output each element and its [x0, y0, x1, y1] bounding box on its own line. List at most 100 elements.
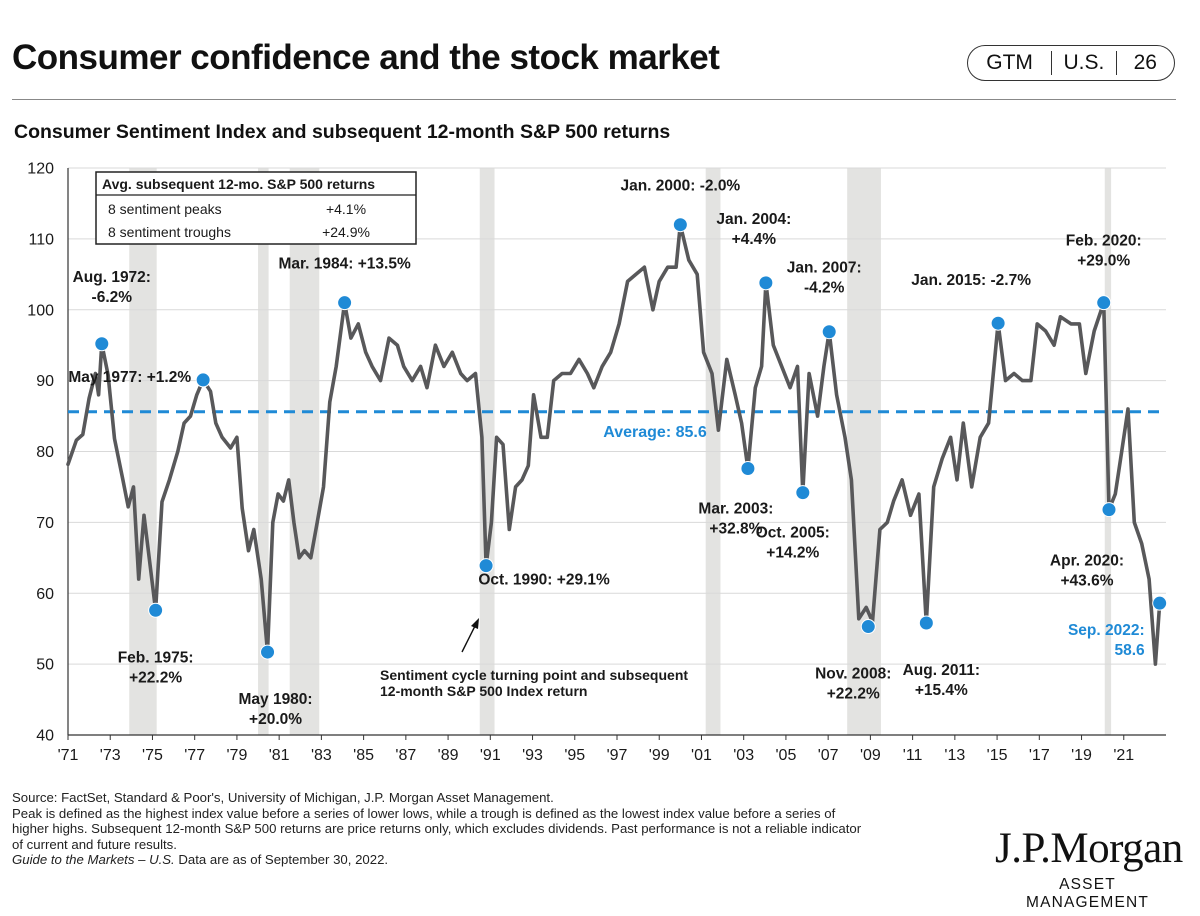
- annotation-label: Sep. 2022:: [1068, 622, 1145, 639]
- x-tick-label: '93: [522, 747, 543, 764]
- annotation-label: +29.0%: [1077, 253, 1130, 270]
- y-tick-label: 110: [28, 231, 54, 248]
- turning-point-marker: [260, 644, 276, 660]
- page-title: Consumer confidence and the stock market: [12, 38, 720, 77]
- x-tick-label: '11: [903, 747, 923, 764]
- sentiment-series-line: [66, 222, 1162, 666]
- annotation-label: +20.0%: [249, 711, 302, 728]
- x-tick-label: '75: [142, 747, 163, 764]
- logo-subtitle: ASSET MANAGEMENT: [1025, 876, 1150, 911]
- turning-point-marker: [740, 461, 756, 477]
- x-tick-label: '01: [691, 747, 712, 764]
- turning-point-marker: [195, 372, 211, 388]
- footnotes: Source: FactSet, Standard & Poor's, Univ…: [12, 790, 952, 868]
- summary-table-row-label: 8 sentiment peaks: [108, 201, 222, 217]
- x-tick-label: '13: [944, 747, 965, 764]
- y-tick-label: 50: [36, 657, 54, 674]
- y-tick-label: 70: [36, 515, 54, 532]
- chart-title: Consumer Sentiment Index and subsequent …: [14, 121, 671, 143]
- turning-point-marker: [337, 295, 353, 311]
- summary-table: [95, 171, 417, 245]
- turning-point-marker: [1096, 295, 1112, 311]
- y-tick-label: 80: [36, 444, 54, 461]
- annotation-label: -6.2%: [92, 289, 133, 306]
- y-tick-label: 100: [27, 302, 54, 319]
- annotation-label: May 1980:: [238, 691, 312, 708]
- x-tick-label: '17: [1029, 747, 1050, 764]
- y-tick-label: 90: [36, 373, 54, 390]
- x-tick-label: '85: [353, 747, 374, 764]
- x-tick-label: '91: [480, 747, 501, 764]
- footnote-returns: higher highs. Subsequent 12-month S&P 50…: [12, 821, 862, 836]
- turning-point-marker: [148, 602, 164, 618]
- annotation-label: +4.4%: [732, 231, 777, 248]
- jpmorgan-logo: J.P.Morgan ASSET MANAGEMENT: [995, 825, 1183, 912]
- average-label: Average: 85.6: [603, 424, 707, 441]
- annotation-label: +43.6%: [1060, 573, 1113, 590]
- x-tick-label: '07: [818, 747, 839, 764]
- turning-point-marker: [478, 558, 494, 574]
- annotation-label: Feb. 2020:: [1066, 233, 1142, 250]
- annotation-label: Jan. 2015: -2.7%: [911, 272, 1031, 289]
- annotation-label: Mar. 2003:: [698, 501, 773, 518]
- x-tick-label: '21: [1113, 747, 1134, 764]
- title-divider: [12, 99, 1176, 100]
- turning-point-marker: [1101, 502, 1117, 518]
- x-tick-label: '81: [269, 747, 290, 764]
- annotation-label: Oct. 1990: +29.1%: [478, 572, 610, 589]
- badge-gtm: GTM: [986, 51, 1033, 74]
- x-tick-label: '99: [649, 747, 670, 764]
- x-tick-label: '05: [775, 747, 796, 764]
- annotation-label: Jan. 2007:: [787, 260, 862, 277]
- turning-point-marker: [758, 275, 774, 291]
- footnote-asof: Data are as of September 30, 2022.: [174, 852, 389, 867]
- annotation-label: +22.2%: [827, 686, 880, 703]
- x-tick-label: '09: [860, 747, 881, 764]
- footnote-source: Source: FactSet, Standard & Poor's, Univ…: [12, 790, 554, 805]
- badge-page-number: 26: [1133, 51, 1157, 74]
- annotation-label: Mar. 1984: +13.5%: [278, 256, 410, 273]
- footnote-guide-name: Guide to the Markets – U.S.: [12, 852, 175, 867]
- annotation-label: Feb. 1975:: [118, 649, 194, 666]
- turning-point-marker: [795, 485, 811, 501]
- x-tick-label: '15: [987, 747, 1008, 764]
- annotation-label: Jan. 2000: -2.0%: [620, 178, 740, 195]
- gtm-badge: GTM U.S. 26: [967, 45, 1175, 81]
- annotation-label: -4.2%: [804, 280, 845, 297]
- annotation-label: +32.8%: [709, 521, 762, 538]
- summary-table-row-label: 8 sentiment troughs: [108, 224, 231, 240]
- annotation-label: +22.2%: [129, 669, 182, 686]
- annotation-label: Oct. 2005:: [756, 525, 830, 542]
- summary-table-header: Avg. subsequent 12-mo. S&P 500 returns: [102, 176, 375, 192]
- x-tick-label: '95: [564, 747, 585, 764]
- logo-name: J.P.Morgan: [995, 825, 1183, 872]
- x-tick-label: '71: [58, 747, 79, 764]
- footnote-disclaimer: of current and future results.: [12, 836, 177, 852]
- y-tick-label: 60: [36, 586, 54, 603]
- footnote-asof-line: Guide to the Markets – U.S. Data are as …: [12, 852, 952, 868]
- x-tick-label: '87: [395, 747, 416, 764]
- x-tick-label: '19: [1071, 747, 1092, 764]
- turning-point-marker: [1152, 595, 1168, 611]
- turning-point-marker: [672, 217, 688, 233]
- turning-point-marker: [990, 315, 1006, 331]
- x-tick-label: '97: [607, 747, 628, 764]
- y-tick-label: 120: [27, 161, 54, 178]
- annotation-label: Aug. 2011:: [903, 662, 981, 679]
- turning-point-marker: [918, 615, 934, 631]
- summary-table-row-value: +4.1%: [326, 201, 366, 217]
- annotation-label: Jan. 2004:: [716, 211, 791, 228]
- summary-table-row-value: +24.9%: [322, 224, 370, 240]
- footnote-definition: Peak is defined as the highest index val…: [12, 805, 836, 821]
- turning-point-marker: [860, 619, 876, 635]
- x-tick-label: '79: [226, 747, 247, 764]
- badge-region: U.S.: [1051, 51, 1117, 75]
- x-tick-label: '89: [438, 747, 459, 764]
- note-text: 12-month S&P 500 Index return: [380, 683, 587, 699]
- x-tick-label: '73: [100, 747, 121, 764]
- note-arrow: [461, 623, 477, 653]
- x-tick-label: '77: [184, 747, 205, 764]
- annotation-label: Apr. 2020:: [1050, 553, 1124, 570]
- y-tick-label: 40: [36, 728, 54, 745]
- x-tick-label: '83: [311, 747, 332, 764]
